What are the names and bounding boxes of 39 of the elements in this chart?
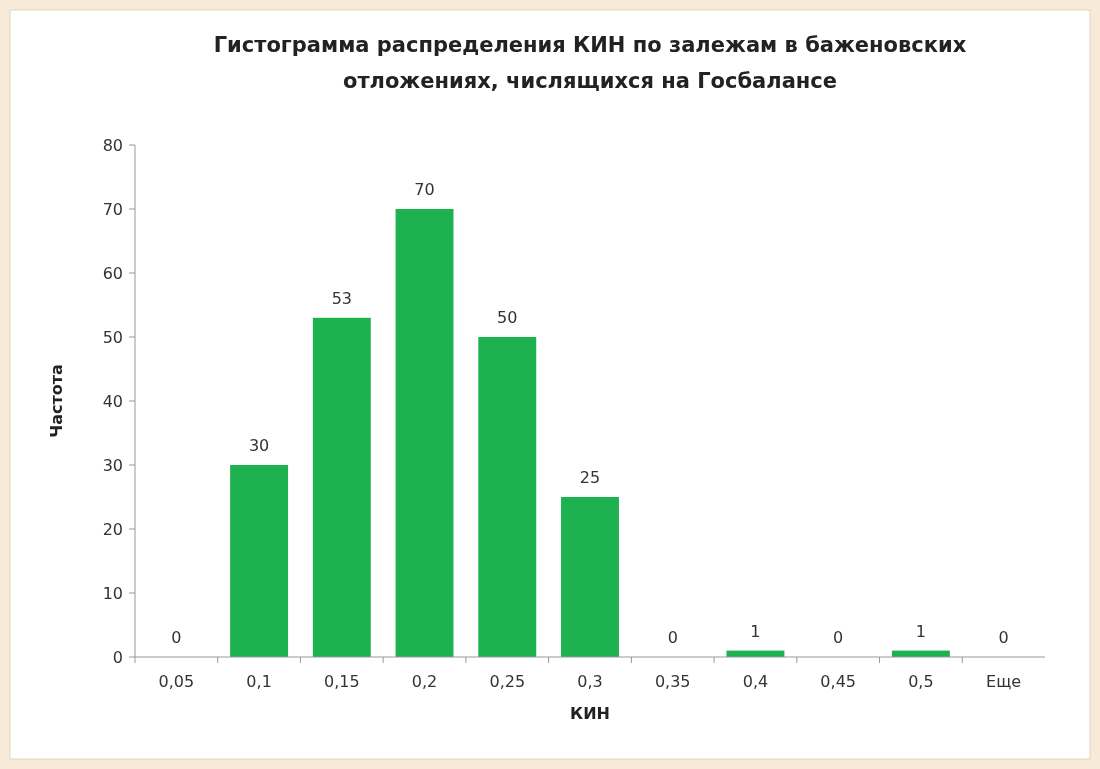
y-tick-label: 50 bbox=[102, 327, 123, 347]
x-tick-label: 0,35 bbox=[654, 672, 691, 691]
data-label: 0 bbox=[667, 628, 678, 647]
bar bbox=[395, 209, 454, 657]
data-label: 70 bbox=[414, 180, 435, 199]
bar bbox=[561, 497, 619, 657]
x-tick-label: 0,45 bbox=[820, 672, 856, 691]
x-tick-label: Еще bbox=[986, 672, 1022, 691]
x-tick-label: 0,3 bbox=[577, 672, 603, 691]
y-tick-label: 80 bbox=[102, 135, 123, 155]
chart-title: Гистограмма распределения КИН по залежам в баженовских отложениях, числящихся на Госбалансе bbox=[213, 33, 967, 93]
y-tick-label: 40 bbox=[102, 391, 123, 411]
y-tick-label: 10 bbox=[102, 583, 123, 603]
y-tick-label: 60 bbox=[102, 263, 123, 283]
data-label: 0 bbox=[833, 628, 844, 647]
data-label: 53 bbox=[331, 288, 352, 308]
data-label: 0 bbox=[998, 628, 1009, 647]
data-label: 0 bbox=[171, 628, 182, 647]
y-tick-label: 30 bbox=[102, 455, 123, 475]
bar bbox=[312, 317, 371, 657]
x-tick-label: 0,25 bbox=[489, 672, 526, 691]
data-label: 1 bbox=[750, 621, 761, 641]
y-axis-title: Частота bbox=[47, 364, 66, 438]
y-tick-label: 0 bbox=[112, 647, 123, 667]
data-label: 30 bbox=[248, 436, 270, 455]
bar bbox=[230, 465, 289, 657]
y-tick-label: 70 bbox=[102, 199, 123, 219]
x-tick-label: 0,05 bbox=[158, 672, 195, 691]
x-tick-label: 0,1 bbox=[246, 672, 272, 691]
x-axis-title: КИН bbox=[570, 704, 610, 723]
x-tick-label: 0,15 bbox=[324, 672, 360, 691]
x-tick-label: 0,4 bbox=[742, 672, 769, 691]
x-tick-label: 0,2 bbox=[411, 672, 438, 691]
y-tick-label: 20 bbox=[102, 519, 123, 539]
data-label: 25 bbox=[579, 468, 601, 487]
bar bbox=[478, 337, 537, 657]
data-label: 50 bbox=[497, 308, 518, 327]
data-label: 1 bbox=[915, 621, 926, 641]
x-tick-label: 0,5 bbox=[908, 672, 934, 691]
